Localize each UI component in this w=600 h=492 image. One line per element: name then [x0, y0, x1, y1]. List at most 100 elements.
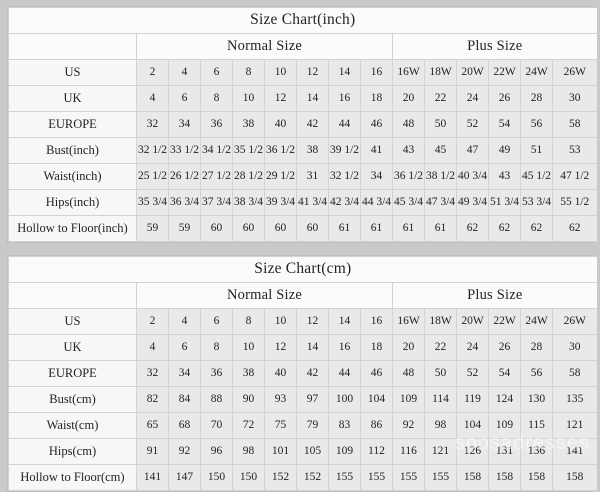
data-cell: 49	[488, 137, 521, 164]
data-cell: 158	[488, 464, 521, 491]
data-cell: 22	[424, 85, 457, 112]
data-cell: 26 1/2	[168, 163, 201, 190]
data-cell: 115	[520, 412, 553, 439]
table-title: Size Chart(inch)	[7, 7, 597, 34]
data-cell: 38	[296, 137, 329, 164]
data-cell: 32 1/2	[136, 137, 169, 164]
data-cell: 16	[360, 59, 393, 86]
data-cell: 121	[424, 438, 457, 465]
data-cell: 33 1/2	[168, 137, 201, 164]
data-cell: 10	[232, 334, 265, 361]
row-label: EUROPE	[8, 360, 137, 387]
data-cell: 44 3/4	[360, 189, 393, 216]
data-cell: 24	[456, 85, 489, 112]
table-row: Hollow to Floor(inch) 59 59 60 60 60 60 61 61 61 6…	[8, 215, 597, 242]
data-cell: 51	[520, 137, 553, 164]
table-title: Size Chart(cm)	[7, 256, 597, 283]
data-cell: 10	[232, 85, 265, 112]
data-cell: 61	[424, 215, 457, 242]
row-label: Hips(cm)	[8, 438, 137, 465]
data-cell: 38 1/2	[424, 163, 457, 190]
data-cell: 65	[136, 412, 169, 439]
data-cell: 155	[328, 464, 361, 491]
data-cell: 16W	[392, 308, 425, 335]
data-cell: 59	[168, 215, 201, 242]
data-cell: 92	[392, 412, 425, 439]
data-cell: 119	[456, 386, 489, 413]
row-label: Hollow to Floor(cm)	[8, 464, 137, 491]
data-cell: 29 1/2	[264, 163, 297, 190]
data-cell: 46	[360, 360, 393, 387]
data-cell: 48	[392, 360, 425, 387]
group-header-normal-size: Normal Size	[136, 33, 393, 60]
size-chart-cm-table: Size Chart(cm) Normal Size Plus Size US 2 4 6 8…	[7, 256, 597, 491]
data-cell: 48	[392, 111, 425, 138]
data-cell: 36	[200, 360, 233, 387]
row-label: UK	[8, 334, 137, 361]
data-cell: 47	[456, 137, 489, 164]
data-cell: 36 1/2	[392, 163, 425, 190]
table-row: Bust(inch) 32 1/2 33 1/2 34 1/2 35 1/2 36 1/2…	[8, 137, 597, 164]
data-cell: 12	[296, 308, 329, 335]
data-cell: 16	[328, 85, 361, 112]
data-cell: 86	[360, 412, 393, 439]
data-cell: 91	[136, 438, 169, 465]
size-chart-inch-body: Size Chart(inch) Normal Size Plus Size US 2 4…	[7, 7, 597, 242]
data-cell: 24W	[520, 308, 553, 335]
size-chart-page: Size Chart(inch) Normal Size Plus Size US 2 4…	[7, 6, 597, 492]
data-cell: 114	[424, 386, 457, 413]
data-cell: 32	[136, 360, 169, 387]
data-cell: 62	[520, 215, 553, 242]
data-cell: 26W	[551, 308, 597, 335]
data-cell: 54	[488, 111, 521, 138]
data-cell: 42	[296, 111, 329, 138]
data-cell: 131	[488, 438, 521, 465]
data-cell: 24W	[520, 59, 553, 86]
data-cell: 158	[456, 464, 489, 491]
data-cell: 96	[200, 438, 233, 465]
data-cell: 40	[264, 360, 297, 387]
data-cell: 55 1/2	[551, 189, 597, 216]
data-cell: 40 3/4	[456, 163, 489, 190]
group-header-normal-size: Normal Size	[136, 282, 393, 309]
data-cell: 37 3/4	[200, 189, 233, 216]
data-cell: 41 3/4	[296, 189, 329, 216]
data-cell: 28	[520, 85, 553, 112]
data-cell: 82	[136, 386, 169, 413]
data-cell: 39 3/4	[264, 189, 297, 216]
data-cell: 60	[200, 215, 233, 242]
data-cell: 50	[424, 360, 457, 387]
data-cell: 62	[488, 215, 521, 242]
size-chart-cm-body: Size Chart(cm) Normal Size Plus Size US 2 4 6 8…	[7, 256, 597, 491]
data-cell: 130	[520, 386, 553, 413]
data-cell: 105	[296, 438, 329, 465]
table-row: Waist(inch) 25 1/2 26 1/2 27 1/2 28 1/2 29 1/…	[8, 163, 597, 190]
data-cell: 92	[168, 438, 201, 465]
title-row: Size Chart(cm)	[7, 256, 597, 283]
table-row: Hollow to Floor(cm) 141 147 150 150 152 152 155…	[8, 464, 597, 491]
data-cell: 54	[488, 360, 521, 387]
data-cell: 35 1/2	[232, 137, 265, 164]
title-row: Size Chart(inch)	[7, 7, 597, 34]
data-cell: 124	[488, 386, 521, 413]
data-cell: 112	[360, 438, 393, 465]
data-cell: 39 1/2	[328, 137, 361, 164]
data-cell: 60	[264, 215, 297, 242]
data-cell: 38 3/4	[232, 189, 265, 216]
data-cell: 126	[456, 438, 489, 465]
data-cell: 90	[232, 386, 265, 413]
data-cell: 14	[328, 308, 361, 335]
table-row: US 2 4 6 8 10 12 14 16 16W 18W 20W 22W 24W 26W	[8, 308, 597, 335]
data-cell: 42	[296, 360, 329, 387]
data-cell: 158	[551, 464, 597, 491]
row-label: UK	[8, 85, 137, 112]
data-cell: 18	[360, 334, 393, 361]
data-cell: 46	[360, 111, 393, 138]
data-cell: 58	[551, 111, 597, 138]
data-cell: 32	[136, 111, 169, 138]
data-cell: 26	[488, 85, 521, 112]
data-cell: 22W	[488, 308, 521, 335]
data-cell: 83	[328, 412, 361, 439]
data-cell: 41	[360, 137, 393, 164]
data-cell: 16	[360, 308, 393, 335]
